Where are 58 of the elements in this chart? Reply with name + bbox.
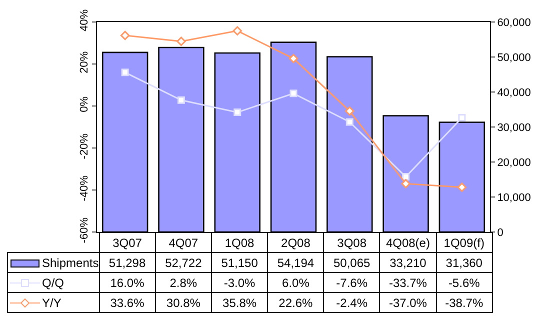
data-label: 6.0% xyxy=(268,272,324,292)
point xyxy=(120,30,130,40)
data-label: 54,194 xyxy=(268,252,324,272)
point xyxy=(402,173,410,181)
point xyxy=(290,90,298,98)
legend-label: Y/Y xyxy=(8,292,100,312)
data-label: 35.8% xyxy=(211,292,268,312)
point xyxy=(344,106,354,116)
y2-tick-label: 60,000 xyxy=(497,16,531,29)
data-label: -2.4% xyxy=(324,292,380,312)
data-label: -38.7% xyxy=(436,292,492,312)
point xyxy=(401,179,410,188)
point xyxy=(232,26,242,36)
data-label: 16.0% xyxy=(99,272,156,292)
y2-tick-label: 30,000 xyxy=(497,122,531,134)
y2-tick-label: 0 xyxy=(497,226,504,239)
data-label: 51,298 xyxy=(99,252,156,272)
data-label: 52,722 xyxy=(155,252,212,272)
data-label: 22.6% xyxy=(268,292,324,312)
point xyxy=(177,96,185,104)
y-tick-label: -40% xyxy=(78,175,91,202)
y2-tick-label: 40,000 xyxy=(497,86,531,99)
point xyxy=(458,114,466,122)
x-tick-label: 3Q08 xyxy=(324,232,380,252)
y-tick-label: -20% xyxy=(78,133,91,160)
data-label: -7.6% xyxy=(324,272,380,292)
x-tick-label: 3Q07 xyxy=(99,232,156,252)
y-tick-label: 40% xyxy=(78,9,91,32)
x-tick-label: 1Q08 xyxy=(211,232,268,252)
x-tick-label: 2Q08 xyxy=(268,232,324,252)
data-label: -37.0% xyxy=(380,292,436,312)
x-tick-label: 1Q09(f) xyxy=(436,232,492,252)
point xyxy=(346,118,354,126)
legend-label: Shipments xyxy=(8,252,100,272)
data-label: 31,360 xyxy=(436,252,492,272)
y-tick-label: -60% xyxy=(78,217,91,244)
x-tick-label: 4Q08(e) xyxy=(380,232,436,252)
data-label: 30.8% xyxy=(155,292,212,312)
point xyxy=(288,54,298,64)
point xyxy=(234,108,242,116)
data-label: -5.6% xyxy=(436,272,492,292)
y-tick-label: 0% xyxy=(78,96,91,112)
y2-tick-label: 20,000 xyxy=(497,156,531,169)
x-tick-label: 4Q07 xyxy=(155,232,212,252)
y2-tick-label: 10,000 xyxy=(497,192,531,204)
data-label: 50,065 xyxy=(324,252,380,272)
data-label: 2.8% xyxy=(155,272,212,292)
data-label: -33.7% xyxy=(380,272,436,292)
data-label: 33.6% xyxy=(99,292,156,312)
point xyxy=(176,36,186,46)
point xyxy=(457,182,467,192)
legend-label: Q/Q xyxy=(8,272,100,292)
data-label: -3.0% xyxy=(211,272,268,292)
y2-tick-label: 50,000 xyxy=(497,52,531,64)
data-label: 51,150 xyxy=(211,252,268,272)
point xyxy=(121,68,129,76)
data-label: 33,210 xyxy=(380,252,436,272)
y-tick-label: 20% xyxy=(78,51,91,74)
